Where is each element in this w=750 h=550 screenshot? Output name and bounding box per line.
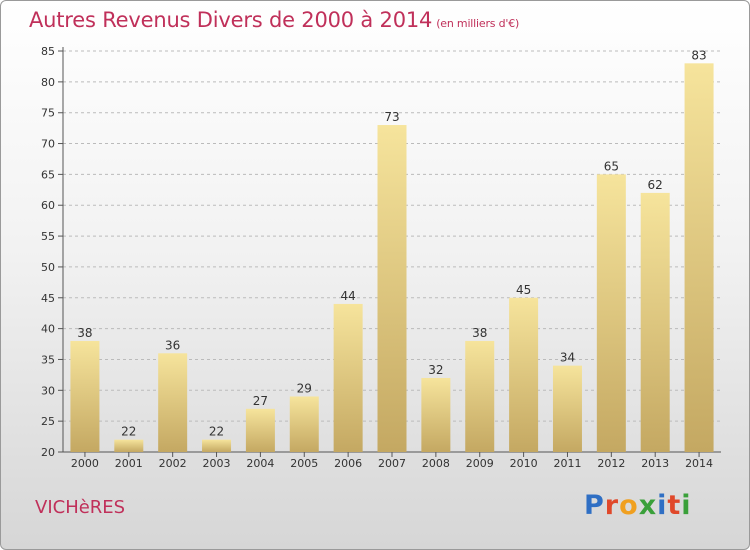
- y-tick-label: 50: [41, 261, 55, 274]
- data-label: 34: [560, 351, 575, 365]
- proxiti-logo: Proxiti: [584, 490, 692, 521]
- data-label: 38: [472, 326, 487, 340]
- y-tick-label: 65: [41, 168, 55, 181]
- y-tick-label: 85: [41, 45, 55, 58]
- x-tick-label: 2002: [159, 457, 187, 470]
- y-tick-label: 35: [41, 353, 55, 366]
- data-label: 22: [121, 425, 136, 439]
- data-label: 73: [384, 110, 399, 124]
- bar: [158, 353, 188, 452]
- y-tick-label: 20: [41, 446, 55, 459]
- bar: [640, 192, 670, 452]
- logo-letter: x: [638, 490, 658, 521]
- data-label: 44: [340, 289, 355, 303]
- data-label: 22: [209, 425, 224, 439]
- logo-letter: i: [657, 490, 668, 521]
- y-tick-label: 25: [41, 415, 55, 428]
- y-tick-label: 80: [41, 76, 55, 89]
- place-name: VICHèRES: [35, 497, 126, 518]
- logo-letter: P: [584, 490, 605, 521]
- data-label: 62: [648, 178, 663, 192]
- bar: [202, 439, 232, 452]
- data-label: 38: [77, 326, 92, 340]
- bar: [377, 125, 407, 453]
- y-tick-label: 60: [41, 199, 55, 212]
- logo-letter: r: [604, 490, 620, 521]
- logo-letter: i: [681, 490, 692, 521]
- y-tick-label: 75: [41, 107, 55, 120]
- bar: [552, 365, 582, 452]
- y-tick-label: 45: [41, 292, 55, 305]
- x-tick-label: 2008: [422, 457, 450, 470]
- x-tick-label: 2009: [466, 457, 494, 470]
- data-label: 65: [604, 159, 619, 173]
- x-tick-label: 2012: [597, 457, 625, 470]
- x-tick-label: 2003: [203, 457, 231, 470]
- x-tick-label: 2000: [71, 457, 99, 470]
- data-label: 32: [428, 363, 443, 377]
- data-label: 83: [691, 48, 706, 62]
- bar: [596, 174, 626, 452]
- bar: [509, 297, 539, 452]
- bar: [114, 439, 144, 452]
- chart-title-text: Autres Revenus Divers de 2000 à 2014: [29, 8, 433, 32]
- y-tick-label: 40: [41, 323, 55, 336]
- x-tick-label: 2004: [246, 457, 274, 470]
- logo-letter: t: [667, 490, 682, 521]
- bar: [684, 63, 714, 452]
- x-tick-label: 2014: [685, 457, 713, 470]
- data-label: 45: [516, 283, 531, 297]
- data-label: 27: [253, 394, 268, 408]
- bar: [245, 408, 275, 452]
- bar: [421, 377, 451, 452]
- logo-letter: o: [619, 490, 639, 521]
- y-tick-label: 55: [41, 230, 55, 243]
- x-tick-label: 2011: [553, 457, 581, 470]
- data-label: 29: [297, 381, 312, 395]
- bar: [333, 303, 363, 452]
- y-tick-label: 70: [41, 138, 55, 151]
- x-tick-label: 2001: [115, 457, 143, 470]
- chart-title: Autres Revenus Divers de 2000 à 2014 (en …: [29, 8, 519, 32]
- chart-unit: (en milliers d'€): [436, 17, 520, 30]
- x-tick-label: 2006: [334, 457, 362, 470]
- x-tick-label: 2005: [290, 457, 318, 470]
- bar: [289, 396, 319, 452]
- bar: [465, 340, 495, 452]
- x-tick-label: 2010: [510, 457, 538, 470]
- x-tick-label: 2007: [378, 457, 406, 470]
- y-tick-label: 30: [41, 384, 55, 397]
- bar: [70, 340, 100, 452]
- data-label: 36: [165, 338, 180, 352]
- x-tick-label: 2013: [641, 457, 669, 470]
